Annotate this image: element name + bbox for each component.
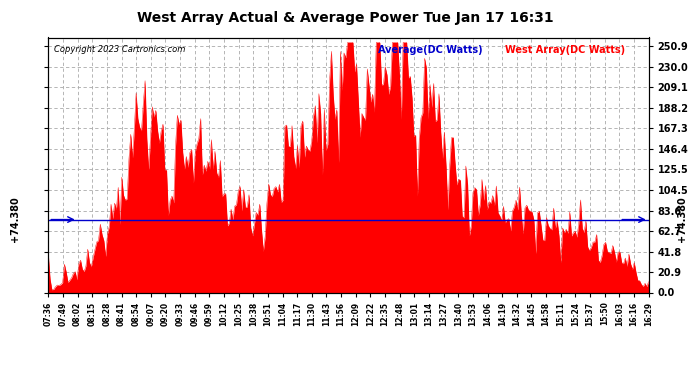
- Text: Copyright 2023 Cartronics.com: Copyright 2023 Cartronics.com: [55, 45, 186, 54]
- Text: West Array Actual & Average Power Tue Jan 17 16:31: West Array Actual & Average Power Tue Ja…: [137, 11, 553, 25]
- Text: +74.380: +74.380: [677, 196, 687, 242]
- Text: +74.380: +74.380: [10, 196, 20, 242]
- Text: West Array(DC Watts): West Array(DC Watts): [504, 45, 624, 55]
- Text: Average(DC Watts): Average(DC Watts): [379, 45, 483, 55]
